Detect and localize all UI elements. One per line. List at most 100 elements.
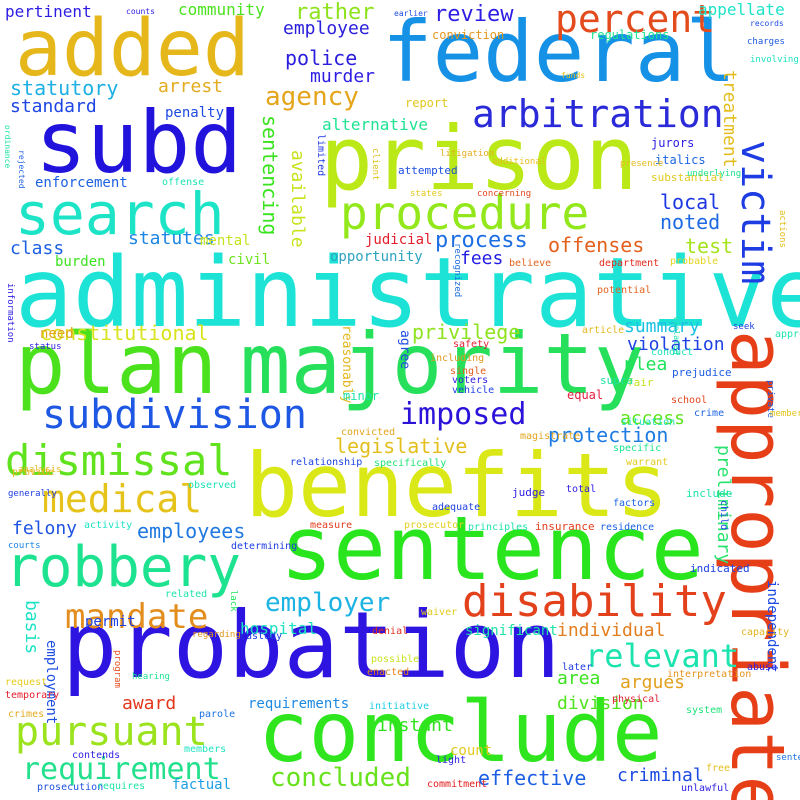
word: rather [295, 0, 375, 25]
word: indicated [690, 562, 750, 575]
word: total [566, 484, 597, 495]
word: award [122, 693, 177, 714]
word: measure [310, 520, 353, 531]
word: analysis [18, 465, 62, 475]
word: custody [240, 631, 283, 642]
word: hearing [132, 672, 170, 682]
word: activity [84, 520, 133, 531]
word: capacity [741, 627, 790, 638]
word: plea [624, 354, 668, 375]
word: class [10, 238, 65, 259]
word: residence [600, 522, 655, 533]
word: concerning [477, 189, 532, 199]
word: fees [460, 248, 504, 269]
word: regarding [192, 630, 241, 640]
word: standard [10, 96, 97, 117]
word: actions [777, 210, 787, 248]
word: article [582, 325, 625, 336]
word: felony [12, 518, 78, 539]
word: states [410, 189, 443, 199]
word: appellate [698, 0, 785, 19]
word: sentenced [776, 753, 800, 763]
word: federal [382, 3, 737, 101]
word: access [620, 408, 686, 429]
word: majority [240, 315, 645, 413]
word: employer [265, 588, 391, 618]
word: fair [627, 376, 654, 389]
word: crimes [8, 709, 45, 720]
word: violated [672, 316, 681, 355]
word: count [450, 743, 493, 759]
word: arrest [158, 76, 224, 97]
word: legislative [335, 434, 468, 458]
word: requirements [248, 696, 350, 712]
word: benefits [245, 434, 669, 537]
word: prison [320, 107, 638, 210]
word: police [285, 46, 358, 70]
word: member [770, 409, 800, 419]
word: safety [453, 339, 490, 350]
word: imposed [400, 397, 527, 432]
word: violation [627, 334, 725, 355]
word: additional [492, 157, 547, 167]
word: denial [372, 626, 409, 637]
word: request [5, 677, 48, 688]
word: seek [733, 322, 755, 332]
word: victim [732, 140, 778, 285]
word: single [450, 366, 487, 377]
word: offenses [548, 233, 645, 257]
word: courts [8, 541, 41, 551]
word: enacted [367, 667, 410, 678]
word: department [599, 258, 660, 269]
word: significant [465, 623, 558, 639]
word: prosecution [37, 782, 104, 793]
word: principles [468, 522, 529, 533]
word: situation [621, 417, 676, 428]
word: local [660, 190, 721, 214]
word: factors [613, 498, 656, 509]
word: probable [670, 256, 719, 267]
word: instant [377, 715, 453, 736]
word: privilege [412, 320, 521, 344]
word: alternative [322, 115, 428, 134]
word: temporary [5, 690, 60, 701]
word: sentence [280, 497, 704, 600]
word: need [40, 326, 74, 342]
word: conduct [651, 347, 694, 358]
word: judge [512, 486, 546, 499]
word: community [178, 0, 265, 19]
word: factual [172, 777, 232, 793]
word: relevant [585, 637, 740, 675]
word: summary [624, 316, 700, 337]
word: medical [42, 477, 203, 521]
word: crime [694, 408, 725, 419]
word: basis [21, 600, 42, 655]
word: arbitration [472, 92, 724, 136]
word: program [112, 650, 122, 688]
word: protection [548, 423, 669, 447]
word: waiver [421, 607, 458, 618]
word: limited [315, 134, 326, 177]
word: related [165, 589, 208, 600]
word: subd [35, 93, 243, 193]
word: charges [747, 37, 785, 47]
word: pertinent [5, 2, 92, 21]
word: convicted [341, 427, 396, 438]
word: minor [343, 389, 380, 403]
word: school [671, 395, 708, 406]
word: child [718, 500, 729, 531]
word: warrant [626, 457, 669, 468]
word: client [370, 148, 380, 181]
word: search [15, 180, 225, 248]
word: involving [750, 55, 799, 65]
word: robbery [5, 535, 242, 600]
word: ordinance [3, 125, 12, 169]
word: commitment [427, 779, 488, 790]
word: agree [397, 330, 412, 370]
word: physical [612, 694, 661, 705]
word: civil [228, 252, 271, 268]
word: requires [97, 781, 146, 792]
word: subdivision [42, 392, 307, 438]
word: opportunity [330, 249, 423, 265]
